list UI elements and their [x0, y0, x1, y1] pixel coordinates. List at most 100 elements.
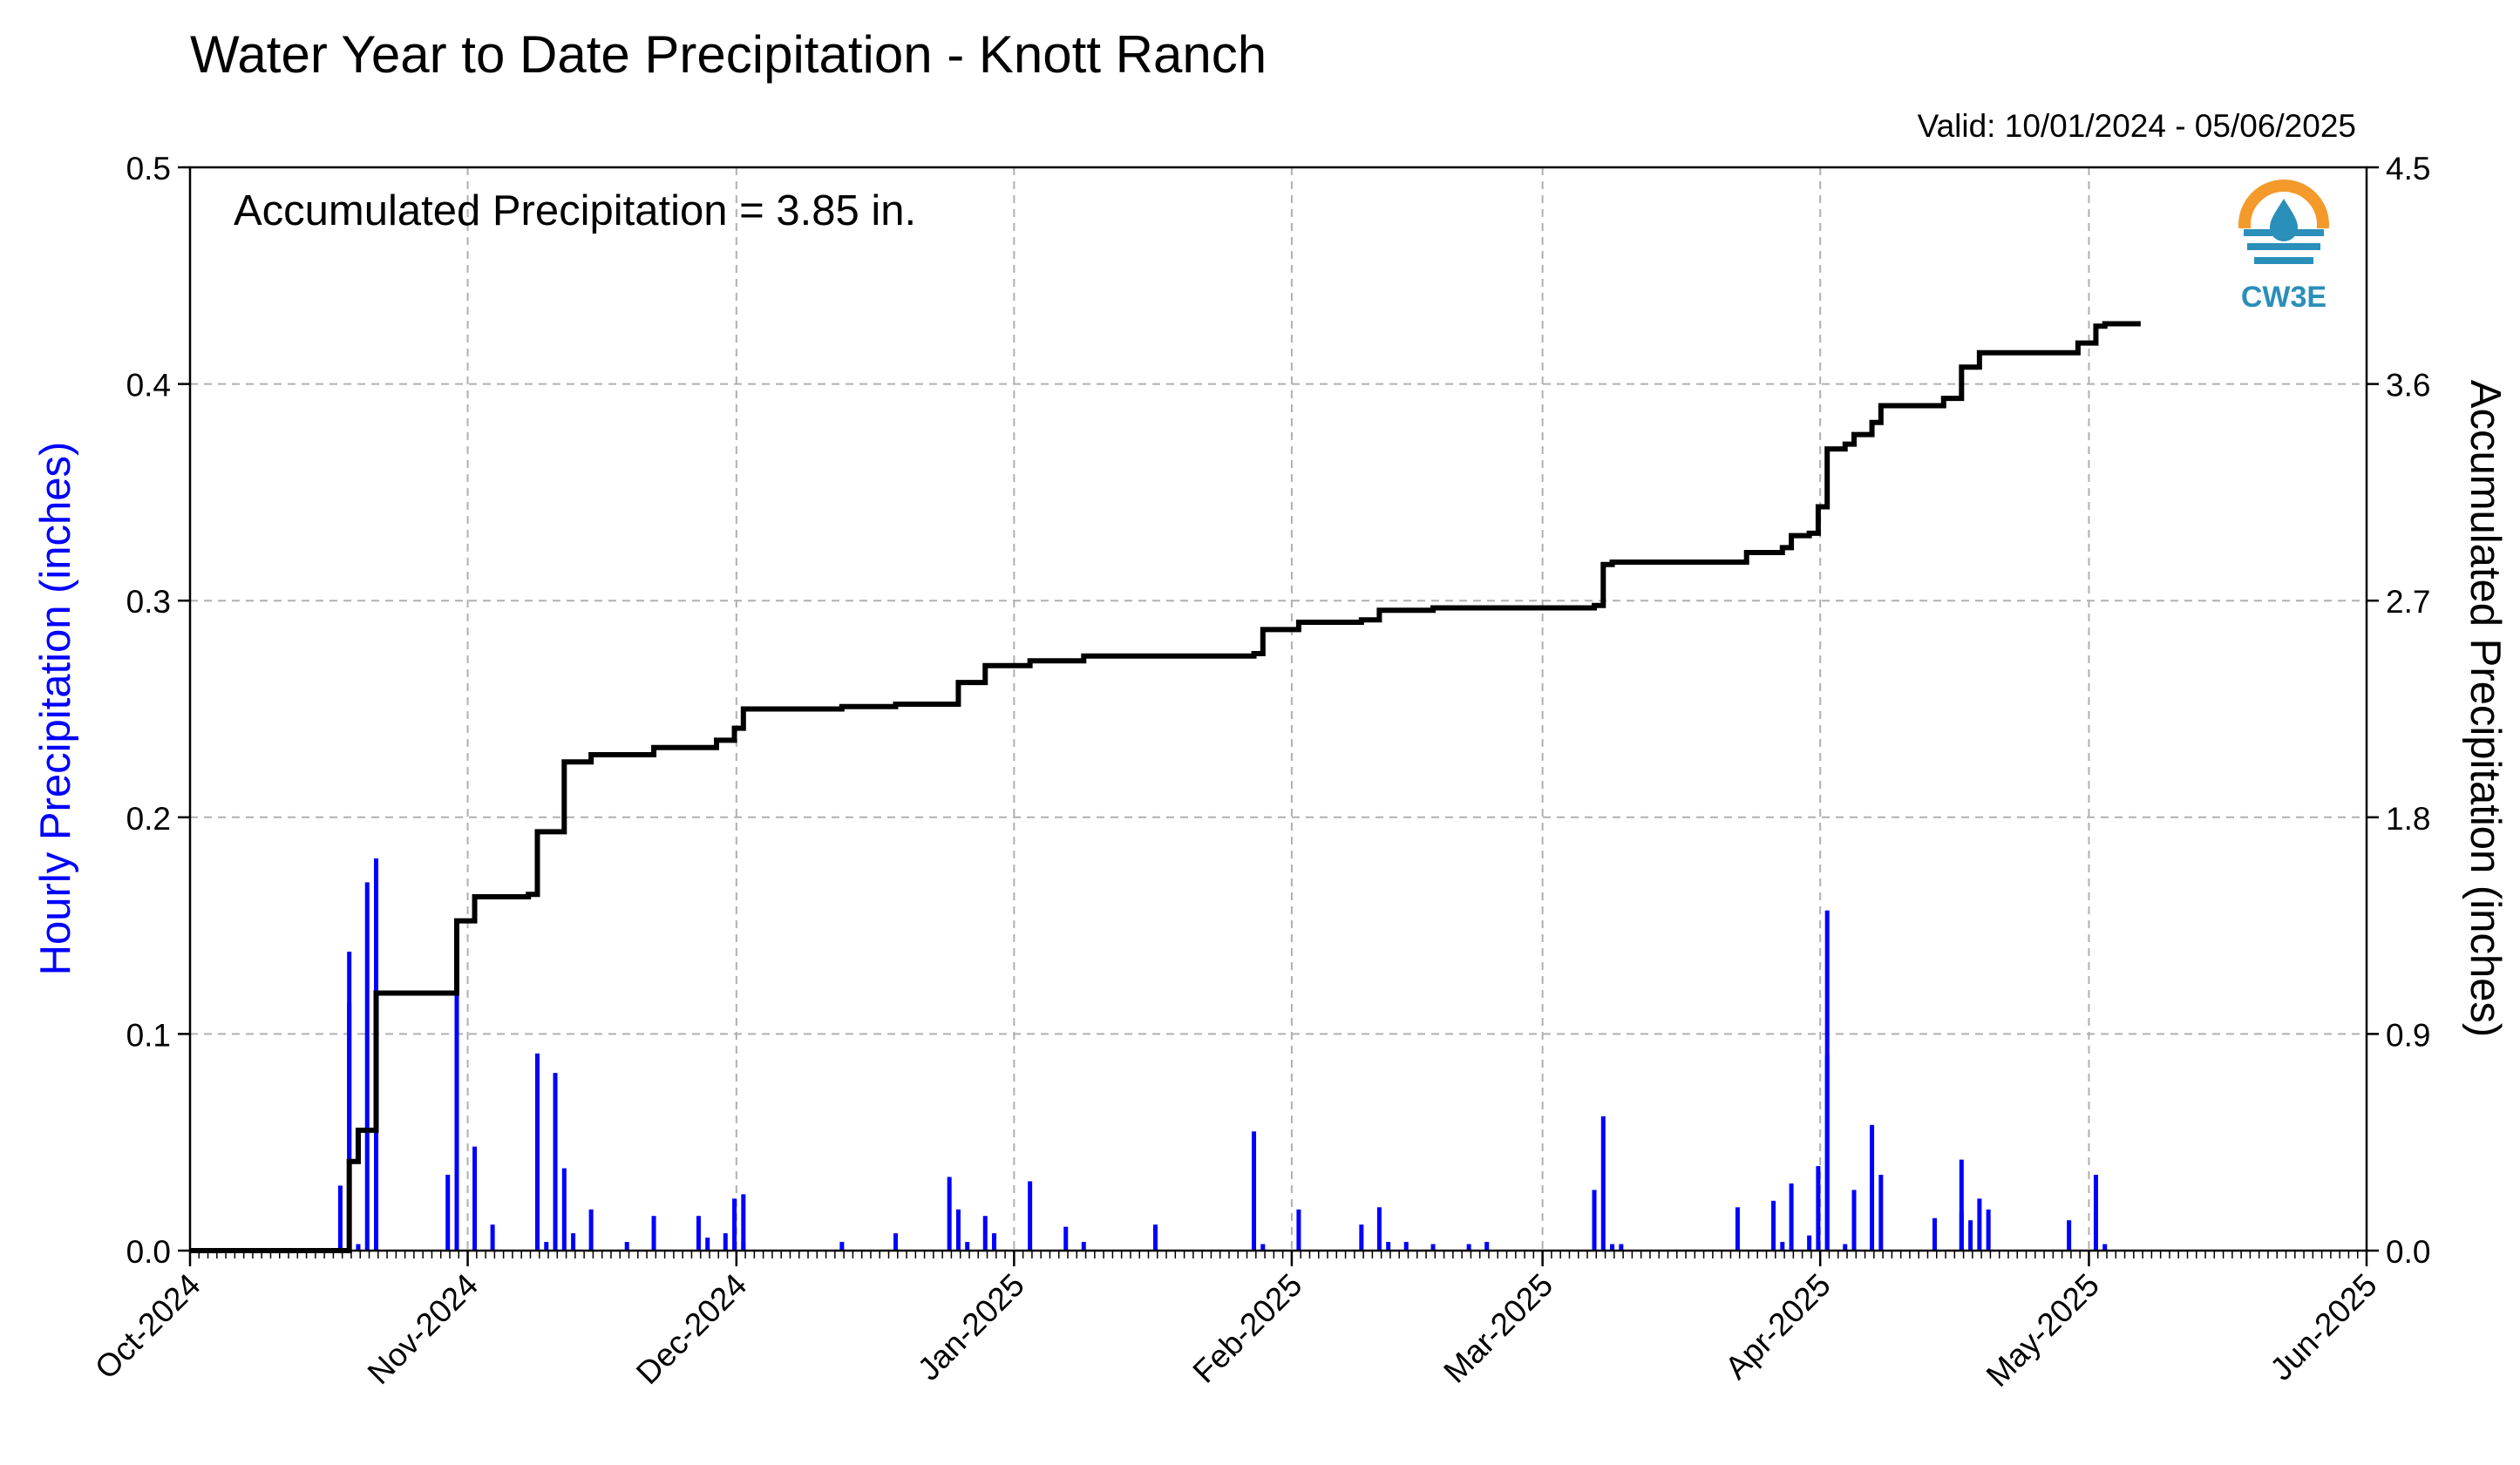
hourly-bar [723, 1233, 728, 1251]
hourly-bar [1296, 1209, 1301, 1251]
hourly-bar [1619, 1244, 1624, 1251]
hourly-bar [1816, 1166, 1821, 1251]
grid-lines [190, 167, 2367, 1251]
hourly-bar [1780, 1242, 1785, 1251]
plot-frame [188, 166, 2368, 1252]
x-tick-label: Mar-2025 [1437, 1267, 1559, 1390]
right-tick-label: 0.0 [2386, 1234, 2430, 1270]
left-axis-label: Hourly Precipitation (inches) [32, 442, 79, 976]
hourly-bar [1592, 1190, 1597, 1251]
hourly-bar [1843, 1244, 1848, 1251]
hourly-bar [1386, 1242, 1391, 1251]
left-tick-label: 0.5 [126, 151, 171, 187]
x-tick-label: May-2025 [1980, 1267, 2106, 1394]
hourly-bar [1986, 1209, 1991, 1251]
hourly-bar [534, 1053, 540, 1251]
hourly-bar [1252, 1131, 1257, 1251]
hourly-bar [1771, 1200, 1776, 1251]
right-tick-label: 0.9 [2386, 1017, 2430, 1053]
accumulated-annotation: Accumulated Precipitation = 3.85 in. [234, 187, 916, 234]
hourly-bar [955, 1209, 961, 1251]
hourly-bar [364, 882, 370, 1251]
left-tick-label: 0.1 [126, 1017, 171, 1053]
cw3e-logo: CW3E [2231, 180, 2336, 314]
hourly-bar [1870, 1124, 1875, 1251]
water-drop-icon [2270, 199, 2298, 241]
left-tick-label: 0.0 [126, 1234, 171, 1270]
hourly-bar [1081, 1242, 1086, 1251]
hourly-bar [1735, 1207, 1740, 1251]
hourly-bar [472, 1146, 478, 1251]
valid-date-range: Valid: 10/01/2024 - 05/06/2025 [1917, 108, 2356, 144]
hourly-bar [561, 1168, 567, 1251]
hourly-bar [982, 1216, 988, 1251]
hourly-bar [741, 1242, 746, 1251]
hourly-bar [2102, 1244, 2108, 1251]
hourly-bar [624, 1242, 629, 1251]
x-tick-label: Apr-2025 [1718, 1267, 1837, 1387]
right-tick-label: 2.7 [2386, 584, 2430, 620]
hourly-bar [445, 1174, 451, 1251]
hourly-bar [1430, 1244, 1436, 1251]
hourly-bar [337, 1185, 343, 1251]
hourly-bar [2093, 1174, 2098, 1251]
hourly-bar [1600, 1116, 1606, 1251]
hourly-bar [1824, 1055, 1830, 1251]
right-tick-label: 4.5 [2386, 151, 2430, 187]
x-tick-label: Jan-2025 [911, 1267, 1031, 1387]
hourly-bar [732, 1198, 737, 1251]
axes: 0.0 0.1 0.2 0.3 0.4 0.5 0.0 0.9 1.8 2.7 3.6 4.5 Oct-… [88, 151, 2430, 1394]
hourly-bars [337, 858, 2108, 1251]
hourly-bar [651, 1216, 656, 1251]
hourly-bar [947, 1177, 952, 1251]
hourly-bar [1878, 1174, 1884, 1251]
hourly-bar [1968, 1220, 1973, 1251]
hourly-bar [356, 1244, 361, 1251]
hourly-bar [490, 1224, 495, 1251]
hourly-bar [1932, 1217, 1937, 1251]
right-tick-label: 1.8 [2386, 801, 2430, 837]
x-tick-label: Jun-2025 [2264, 1267, 2384, 1387]
hourly-bar [1153, 1224, 1158, 1251]
logo-text: CW3E [2241, 281, 2326, 314]
hourly-bar [1484, 1242, 1490, 1251]
left-tick-label: 0.3 [126, 584, 171, 620]
hourly-bar [1977, 1198, 1982, 1251]
hourly-bar [1260, 1244, 1266, 1251]
hourly-bar [839, 1242, 845, 1251]
chart-title: Water Year to Date Precipitation - Knott… [190, 25, 1267, 84]
hourly-bar [1807, 1235, 1812, 1251]
x-tick-label: Feb-2025 [1186, 1267, 1309, 1390]
hourly-bar [741, 1194, 746, 1251]
hourly-bar [1851, 1190, 1857, 1251]
hourly-bar [1789, 1183, 1794, 1251]
right-axis-label: Accumulated Precipitation (inches) [2462, 380, 2509, 1037]
hourly-bar [1359, 1224, 1364, 1251]
left-tick-label: 0.4 [126, 368, 171, 404]
hourly-bar [1959, 1159, 1964, 1251]
accumulated-line [190, 321, 2141, 1253]
x-tick-label: Nov-2024 [361, 1267, 485, 1391]
right-tick-label: 3.6 [2386, 368, 2430, 404]
hourly-bar [696, 1216, 701, 1251]
hourly-bar [571, 1233, 576, 1251]
hourly-bar [454, 977, 459, 1251]
hourly-bar [1063, 1226, 1069, 1251]
hourly-bar [705, 1238, 710, 1251]
hourly-bar [544, 1242, 549, 1251]
x-tick-label: Dec-2024 [629, 1267, 753, 1391]
x-tick-label: Oct-2024 [88, 1267, 207, 1387]
hourly-bar [347, 1003, 352, 1251]
hourly-bar [893, 1233, 899, 1251]
hourly-bar [992, 1233, 997, 1251]
hourly-bar [1403, 1242, 1409, 1251]
hourly-bar [1466, 1244, 1471, 1251]
hourly-bar [1610, 1244, 1615, 1251]
hourly-bar [1028, 1181, 1033, 1251]
hourly-bar [2067, 1220, 2072, 1251]
hourly-bar [1376, 1207, 1382, 1251]
left-tick-label: 0.2 [126, 801, 171, 837]
hourly-bar [588, 1209, 594, 1251]
hourly-bar [965, 1242, 970, 1251]
